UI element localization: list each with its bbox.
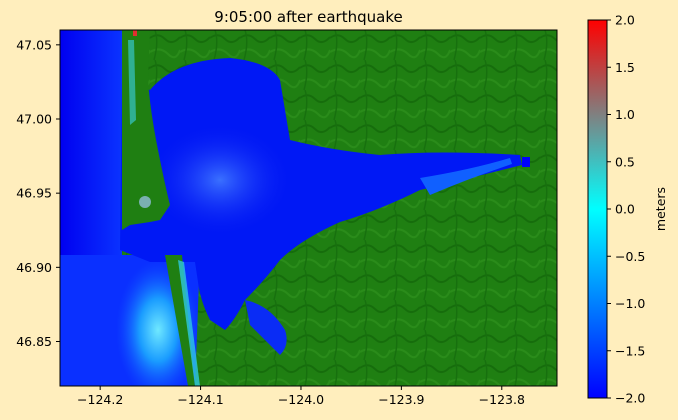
x-tick-label: −123.8 (479, 392, 525, 407)
x-tick-label: −123.9 (378, 392, 424, 407)
colorbar-tick-label: −2.0 (615, 391, 645, 406)
map-image (60, 30, 557, 386)
plot-frame (59, 29, 558, 387)
y-tick-label: 46.85 (16, 334, 52, 349)
colorbar-tick-label: −0.5 (615, 249, 645, 264)
x-axis: −124.2 −124.1 −124.0 −123.9 −123.8 (77, 386, 525, 407)
red-peak (133, 30, 137, 36)
south-inlet (245, 300, 287, 355)
east-blue-cell (522, 157, 530, 167)
colorbar-tick-label: 1.0 (615, 107, 635, 122)
colorbar-tick-label: 2.0 (615, 13, 635, 28)
y-tick-label: 47.00 (16, 112, 52, 127)
colorbar-tick-label: −1.0 (615, 296, 645, 311)
colorbar-label: meters (653, 187, 668, 231)
south-spit-cyan (178, 260, 200, 386)
estuary-channel (420, 158, 512, 195)
y-axis: 46.85 46.90 46.95 47.00 47.05 (16, 37, 60, 349)
colorbar-tick-label: −1.5 (615, 343, 645, 358)
x-tick-label: −124.0 (278, 392, 324, 407)
colorbar-tick-label: 1.5 (615, 60, 635, 75)
x-tick-label: −124.2 (77, 392, 123, 407)
peninsula-cyan-strip (128, 40, 136, 125)
y-tick-label: 47.05 (16, 37, 52, 52)
y-tick-label: 46.90 (16, 260, 52, 275)
colorbar-tick-label: 0.5 (615, 154, 635, 169)
bay-shallows (150, 125, 290, 235)
y-tick-label: 46.95 (16, 186, 52, 201)
grey-spot (139, 196, 151, 208)
south-spit (165, 255, 195, 386)
colorbar-tick-label: 0.0 (615, 202, 635, 217)
colorbar-axis: −2.0 −1.5 −1.0 −0.5 0.0 0.5 1.0 1.5 2.0 (607, 13, 645, 406)
x-tick-label: −124.1 (177, 392, 223, 407)
chart-title: 9:05:00 after earthquake (214, 8, 402, 26)
colorbar (587, 19, 608, 399)
